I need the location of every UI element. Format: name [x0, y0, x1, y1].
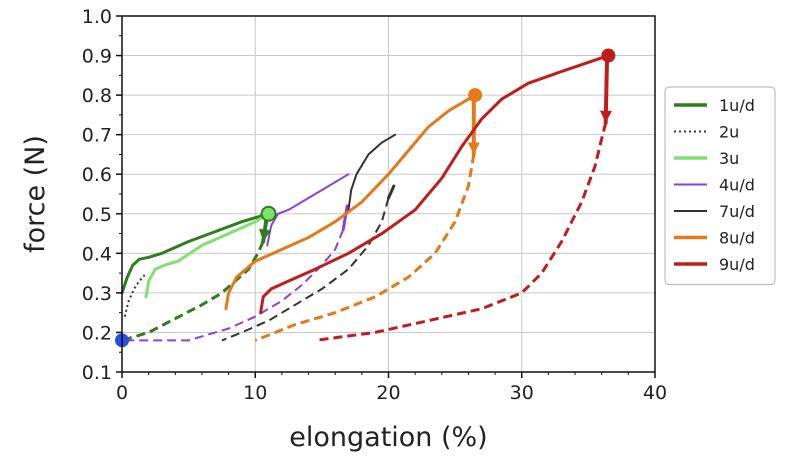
x-tick-label: 0 — [116, 382, 128, 404]
y-tick-label: 0.7 — [82, 125, 112, 147]
series-4u-d-unloading — [122, 229, 345, 342]
series-9u-d-drop-arrow — [599, 110, 612, 123]
y-tick-label: 0.2 — [82, 322, 112, 344]
y-axis-label: force (N) — [20, 135, 51, 253]
legend-label-2u: 2u — [719, 123, 739, 142]
x-axis-label: elongation (%) — [289, 422, 487, 453]
series-1u-d-loading — [120, 212, 271, 295]
x-tick-label: 20 — [376, 382, 400, 404]
y-tick-label: 1.0 — [82, 6, 112, 28]
series-8u-d-loading — [224, 93, 477, 311]
y-tick-label: 0.5 — [82, 204, 112, 226]
legend-label-3u: 3u — [719, 149, 739, 168]
series-8u-d-drop-arrow — [467, 142, 480, 155]
ticks: 0 10 20 30 40 0.1 0.2 0.3 0.4 0.5 0.6 0.7 0.8 0.9 1.0 — [82, 6, 667, 404]
y-tick-label: 0.8 — [82, 85, 112, 107]
legend-label-7u-d: 7u/d — [719, 202, 755, 221]
series-4u-d-drop — [341, 204, 349, 232]
series-8u-d-max-marker — [468, 88, 483, 103]
legend-label-8u-d: 8u/d — [719, 229, 755, 248]
y-tick-label: 0.3 — [82, 283, 112, 305]
x-tick-label: 10 — [243, 382, 267, 404]
y-tick-label: 0.6 — [82, 164, 112, 186]
grid — [121, 15, 656, 373]
series-1u-d-drop-arrow — [259, 228, 271, 242]
series-7u-d-loading — [347, 133, 397, 211]
series-9u-d-max-marker — [601, 48, 616, 63]
series-3u-loading — [144, 212, 271, 299]
legend: 1u/d 2u 3u 4u/d 7u/d 8u/d 9u/d — [664, 86, 776, 286]
series-2u-loading — [123, 274, 146, 317]
series-layer — [120, 54, 610, 342]
legend-label-9u-d: 9u/d — [719, 255, 755, 274]
x-tick-label: 40 — [643, 382, 667, 404]
series-9u-d-loading — [259, 54, 610, 315]
legend-label-4u-d: 4u/d — [719, 176, 755, 195]
series-1u-d-unloading — [121, 240, 265, 342]
series-7u-d-drop — [387, 184, 396, 200]
legend-label-1u-d: 1u/d — [719, 96, 755, 115]
y-tick-label: 0.1 — [82, 362, 112, 384]
y-tick-label: 0.4 — [82, 243, 112, 265]
series-7u-d-unloading — [221, 197, 390, 342]
series-1u-d-max-marker — [260, 205, 277, 222]
series-8u-d-unloading — [254, 154, 476, 342]
x-tick-label: 30 — [510, 382, 534, 404]
legend-box — [664, 86, 776, 286]
y-tick-label: 0.9 — [82, 46, 112, 68]
series-9u-d-unloading — [315, 122, 608, 342]
markers-layer — [115, 48, 616, 348]
series-4u-d-loading — [266, 173, 350, 247]
